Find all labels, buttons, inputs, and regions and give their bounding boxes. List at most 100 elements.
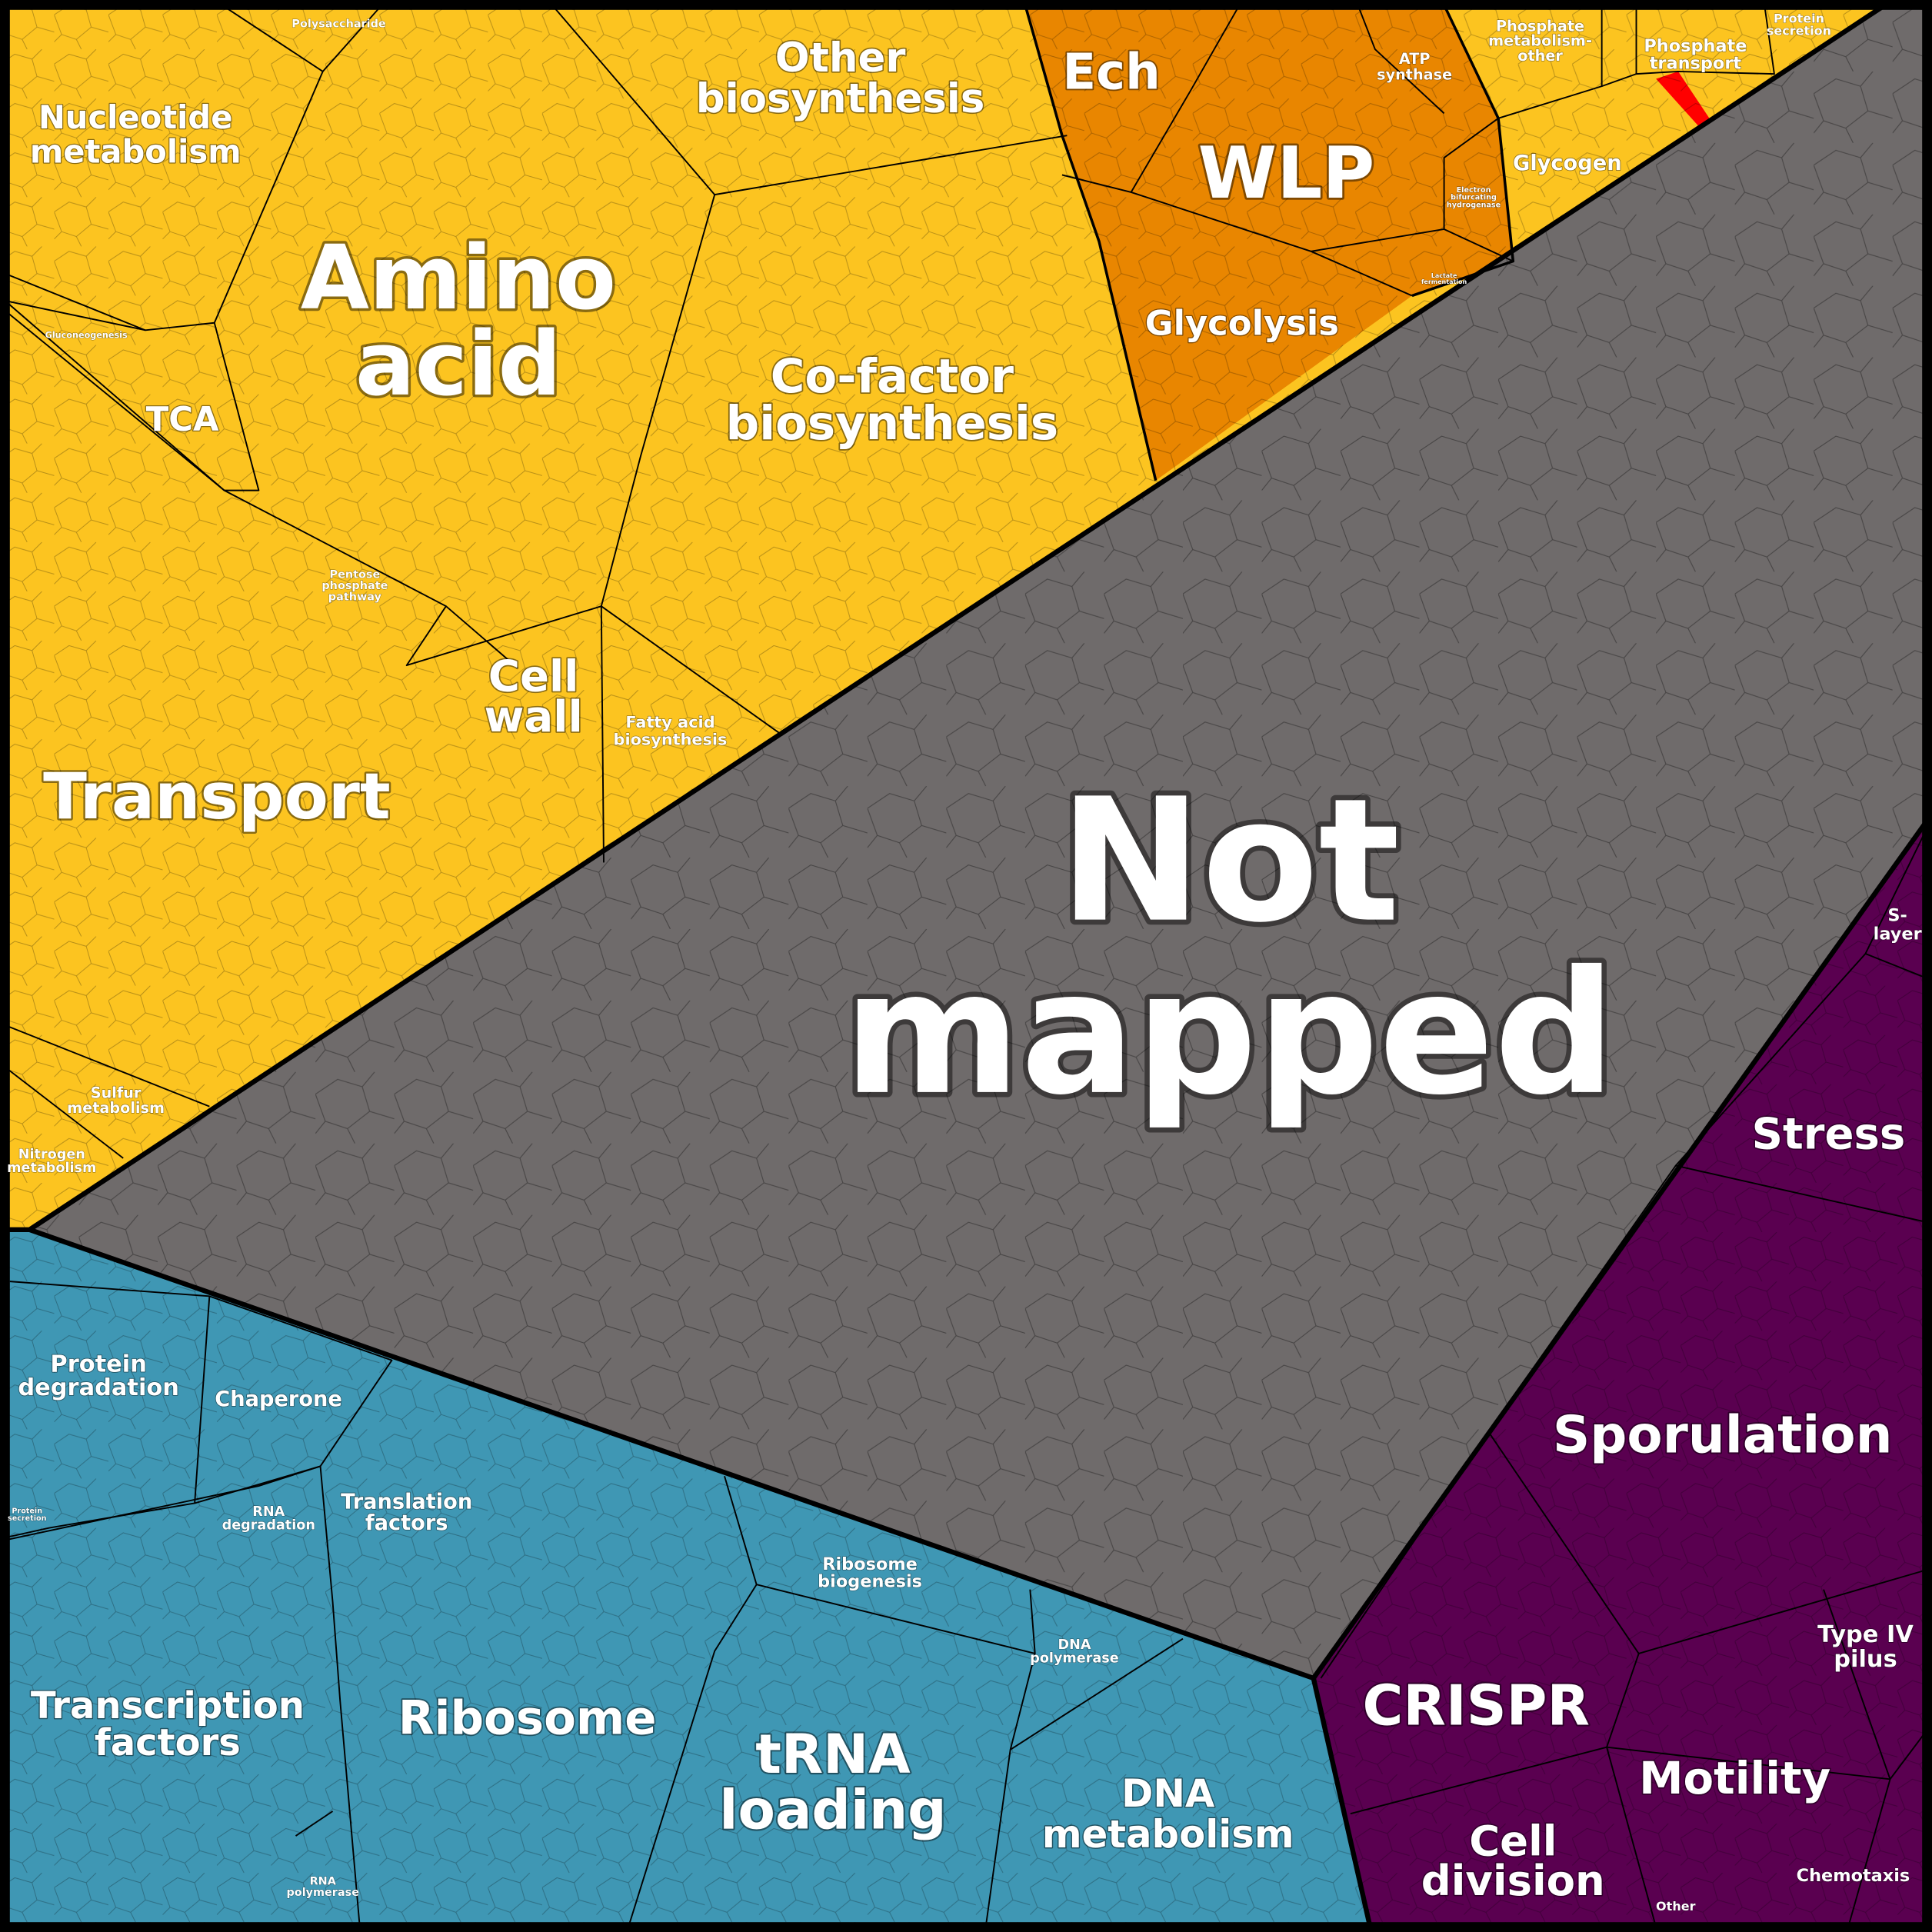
- label-rna-degradation: RNA degradation: [222, 1504, 315, 1534]
- label-line: Lactate: [1431, 272, 1457, 279]
- label-chaperone: Chaperone: [215, 1387, 342, 1411]
- label-line: Fatty acid: [625, 713, 715, 731]
- label-line: wall: [485, 692, 583, 742]
- label-nitrogen-metabolism: Nitrogen metabolism: [7, 1147, 96, 1176]
- label-line: biosynthesis: [696, 75, 985, 122]
- label-line: S-: [1887, 905, 1907, 925]
- label-line: Chaperone: [215, 1387, 342, 1411]
- label-pentose-phosphate-pathway: Pentose phosphate pathway: [321, 569, 388, 604]
- label-line: other: [1517, 47, 1563, 65]
- label-s-layer: S-layer: [1874, 905, 1922, 944]
- label-other-cellular: Other: [1656, 1899, 1696, 1914]
- label-gluconeogenesis: Gluconeogenesis: [45, 331, 128, 341]
- label-sporulation: Sporulation: [1553, 1404, 1893, 1464]
- energy-boundary: [1024, 5, 1515, 481]
- label-line: Nitrogen: [18, 1147, 85, 1162]
- label-line: Protein: [1774, 12, 1824, 26]
- label-line: degradation: [18, 1374, 179, 1401]
- label-tca: TCA: [146, 401, 219, 439]
- label-line: polymerase: [286, 1887, 359, 1899]
- label-line: Co-factor: [771, 349, 1014, 404]
- label-line: pilus: [1834, 1646, 1897, 1673]
- label-line: degradation: [222, 1518, 315, 1534]
- label-line: Gluconeogenesis: [45, 331, 128, 341]
- label-line: polymerase: [1030, 1651, 1119, 1667]
- label-ribosome-biogenesis: Ribosome biogenesis: [818, 1554, 922, 1591]
- label-line: DNA: [1058, 1637, 1091, 1653]
- label-line: metabolism: [67, 1099, 165, 1117]
- label-line: secretion: [1767, 24, 1831, 38]
- label-ribosome: Ribosome: [398, 1691, 657, 1746]
- label-cofactor-biosynthesis: Co-factor biosynthesis: [726, 349, 1058, 451]
- label-line: Glycogen: [1513, 152, 1622, 175]
- label-chemotaxis: Chemotaxis: [1797, 1866, 1910, 1886]
- label-line: loading: [719, 1778, 946, 1841]
- label-line: Transcription: [31, 1684, 305, 1727]
- label-dna-metabolism: DNA metabolism: [1042, 1771, 1294, 1857]
- label-glycogen: Glycogen: [1513, 152, 1622, 175]
- label-transcription-factors: Transcription factors: [31, 1684, 305, 1764]
- major-boundaries: [5, 5, 1927, 1927]
- label-phosphate-metabolism-other: Phosphate metabolism-other: [1488, 17, 1592, 64]
- label-line: Ech: [1062, 44, 1160, 101]
- label-line: Sulfur: [91, 1084, 142, 1102]
- label-line: layer: [1874, 924, 1922, 944]
- label-line: Nucleotide: [38, 98, 233, 136]
- label-translation-factors: Translation factors: [341, 1491, 472, 1535]
- label-line: hydrogenase: [1447, 201, 1501, 209]
- label-line: biosynthesis: [726, 396, 1058, 451]
- label-line: metabolism: [7, 1161, 96, 1176]
- label-protein-degradation: Protein degradation: [18, 1351, 179, 1401]
- label-line: metabolism-: [1488, 32, 1592, 50]
- label-line: metabolism: [30, 133, 242, 171]
- label-line: Ribosome: [822, 1554, 918, 1574]
- label-ech: Ech: [1062, 44, 1160, 101]
- label-line: biogenesis: [818, 1571, 922, 1591]
- label-line: bifurcating: [1451, 194, 1497, 202]
- label-lactate-fermentation: Lactate fermentation: [1421, 272, 1467, 285]
- information-subcell-boundaries: [5, 1281, 1184, 1927]
- label-line: secretion: [8, 1514, 47, 1523]
- label-line: division: [1421, 1856, 1605, 1905]
- label-line: Cell: [488, 651, 579, 701]
- label-protein-secretion-top: Protein secretion: [1767, 12, 1831, 38]
- label-line: fermentation: [1421, 278, 1467, 285]
- label-line: Translation: [341, 1491, 472, 1514]
- label-line: transport: [1650, 54, 1742, 74]
- label-amino-acid: Amino acid: [301, 227, 616, 416]
- label-line: Amino: [301, 227, 616, 330]
- label-line: factors: [365, 1511, 448, 1535]
- label-type-iv-pilus: Type IV pilus: [1817, 1621, 1914, 1673]
- label-stress: Stress: [1752, 1110, 1906, 1160]
- label-line: Not: [1060, 763, 1401, 961]
- label-fatty-acid-biosynthesis: Fatty acid biosynthesis: [614, 713, 728, 748]
- label-line: Phosphate: [1496, 17, 1584, 35]
- label-motility: Motility: [1639, 1752, 1830, 1804]
- label-transport: Transport: [43, 759, 391, 834]
- label-line: Electron: [1457, 186, 1491, 195]
- label-line: Glycolysis: [1145, 302, 1339, 343]
- label-nucleotide-metabolism: Nucleotide metabolism: [30, 98, 242, 171]
- label-line: Other: [775, 35, 906, 82]
- label-line: Phosphate: [1644, 36, 1747, 56]
- label-rna-polymerase: RNA polymerase: [286, 1876, 359, 1899]
- label-other-biosynthesis: Other biosynthesis: [696, 35, 985, 122]
- label-line: metabolism: [1042, 1812, 1294, 1857]
- label-cell-division: Cell division: [1421, 1817, 1605, 1905]
- label-polysaccharide: Polysaccharide: [291, 18, 385, 30]
- label-atp-synthase: ATP synthase: [1377, 50, 1452, 84]
- label-line: ATP: [1399, 50, 1431, 68]
- label-line: WLP: [1198, 132, 1375, 215]
- label-line: Protein: [50, 1351, 146, 1377]
- label-line: acid: [355, 313, 561, 416]
- label-line: Motility: [1639, 1752, 1830, 1804]
- label-line: Other: [1656, 1899, 1696, 1914]
- label-line: DNA: [1121, 1771, 1215, 1816]
- energy-subcell-boundaries: [1061, 5, 1514, 297]
- label-line: biosynthesis: [614, 731, 728, 749]
- label-line: TCA: [146, 401, 219, 439]
- label-phosphate-transport: Phosphate transport: [1644, 36, 1747, 73]
- label-line: Sporulation: [1553, 1404, 1893, 1464]
- label-dna-polymerase: DNA polymerase: [1030, 1637, 1119, 1667]
